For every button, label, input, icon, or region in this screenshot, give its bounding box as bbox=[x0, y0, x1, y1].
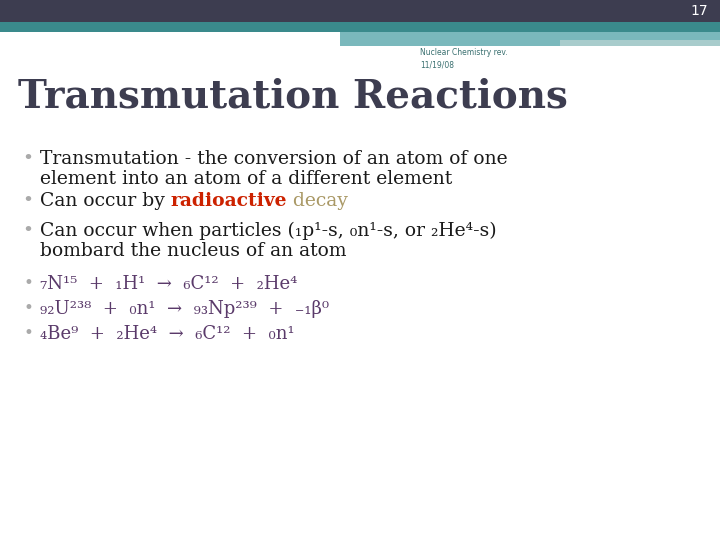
Text: Can occur by: Can occur by bbox=[40, 192, 171, 210]
Text: Transmutation Reactions: Transmutation Reactions bbox=[18, 78, 568, 116]
Text: decay: decay bbox=[287, 192, 348, 210]
Bar bbox=[340, 40, 560, 46]
Text: radioactive: radioactive bbox=[171, 192, 287, 210]
Text: Nuclear Chemistry rev.
11/19/08: Nuclear Chemistry rev. 11/19/08 bbox=[420, 48, 508, 70]
Text: Can occur when particles (₁p¹-s, ₀n¹-s, or ₂He⁴-s): Can occur when particles (₁p¹-s, ₀n¹-s, … bbox=[40, 222, 497, 240]
Text: •: • bbox=[22, 192, 33, 210]
Text: bombard the nucleus of an atom: bombard the nucleus of an atom bbox=[40, 242, 346, 260]
Bar bbox=[340, 40, 720, 46]
Bar bbox=[0, 22, 720, 32]
Text: •: • bbox=[24, 275, 34, 292]
Text: 17: 17 bbox=[690, 4, 708, 18]
Bar bbox=[0, 0, 720, 22]
Text: Transmutation - the conversion of an atom of one: Transmutation - the conversion of an ato… bbox=[40, 150, 508, 168]
Text: •: • bbox=[22, 222, 33, 240]
Text: element into an atom of a different element: element into an atom of a different elem… bbox=[40, 170, 452, 188]
Bar bbox=[340, 32, 720, 40]
Text: •: • bbox=[24, 300, 34, 317]
Text: •: • bbox=[22, 150, 33, 168]
Text: ₄Be⁹  +  ₂He⁴  →  ₆C¹²  +  ₀n¹: ₄Be⁹ + ₂He⁴ → ₆C¹² + ₀n¹ bbox=[40, 325, 294, 343]
Text: ₉₂U²³⁸  +  ₀n¹  →  ₉₃Np²³⁹  +  ₋₁β⁰: ₉₂U²³⁸ + ₀n¹ → ₉₃Np²³⁹ + ₋₁β⁰ bbox=[40, 300, 329, 318]
Text: ₇N¹⁵  +  ₁H¹  →  ₆C¹²  +  ₂He⁴: ₇N¹⁵ + ₁H¹ → ₆C¹² + ₂He⁴ bbox=[40, 275, 297, 293]
Text: •: • bbox=[24, 325, 34, 342]
